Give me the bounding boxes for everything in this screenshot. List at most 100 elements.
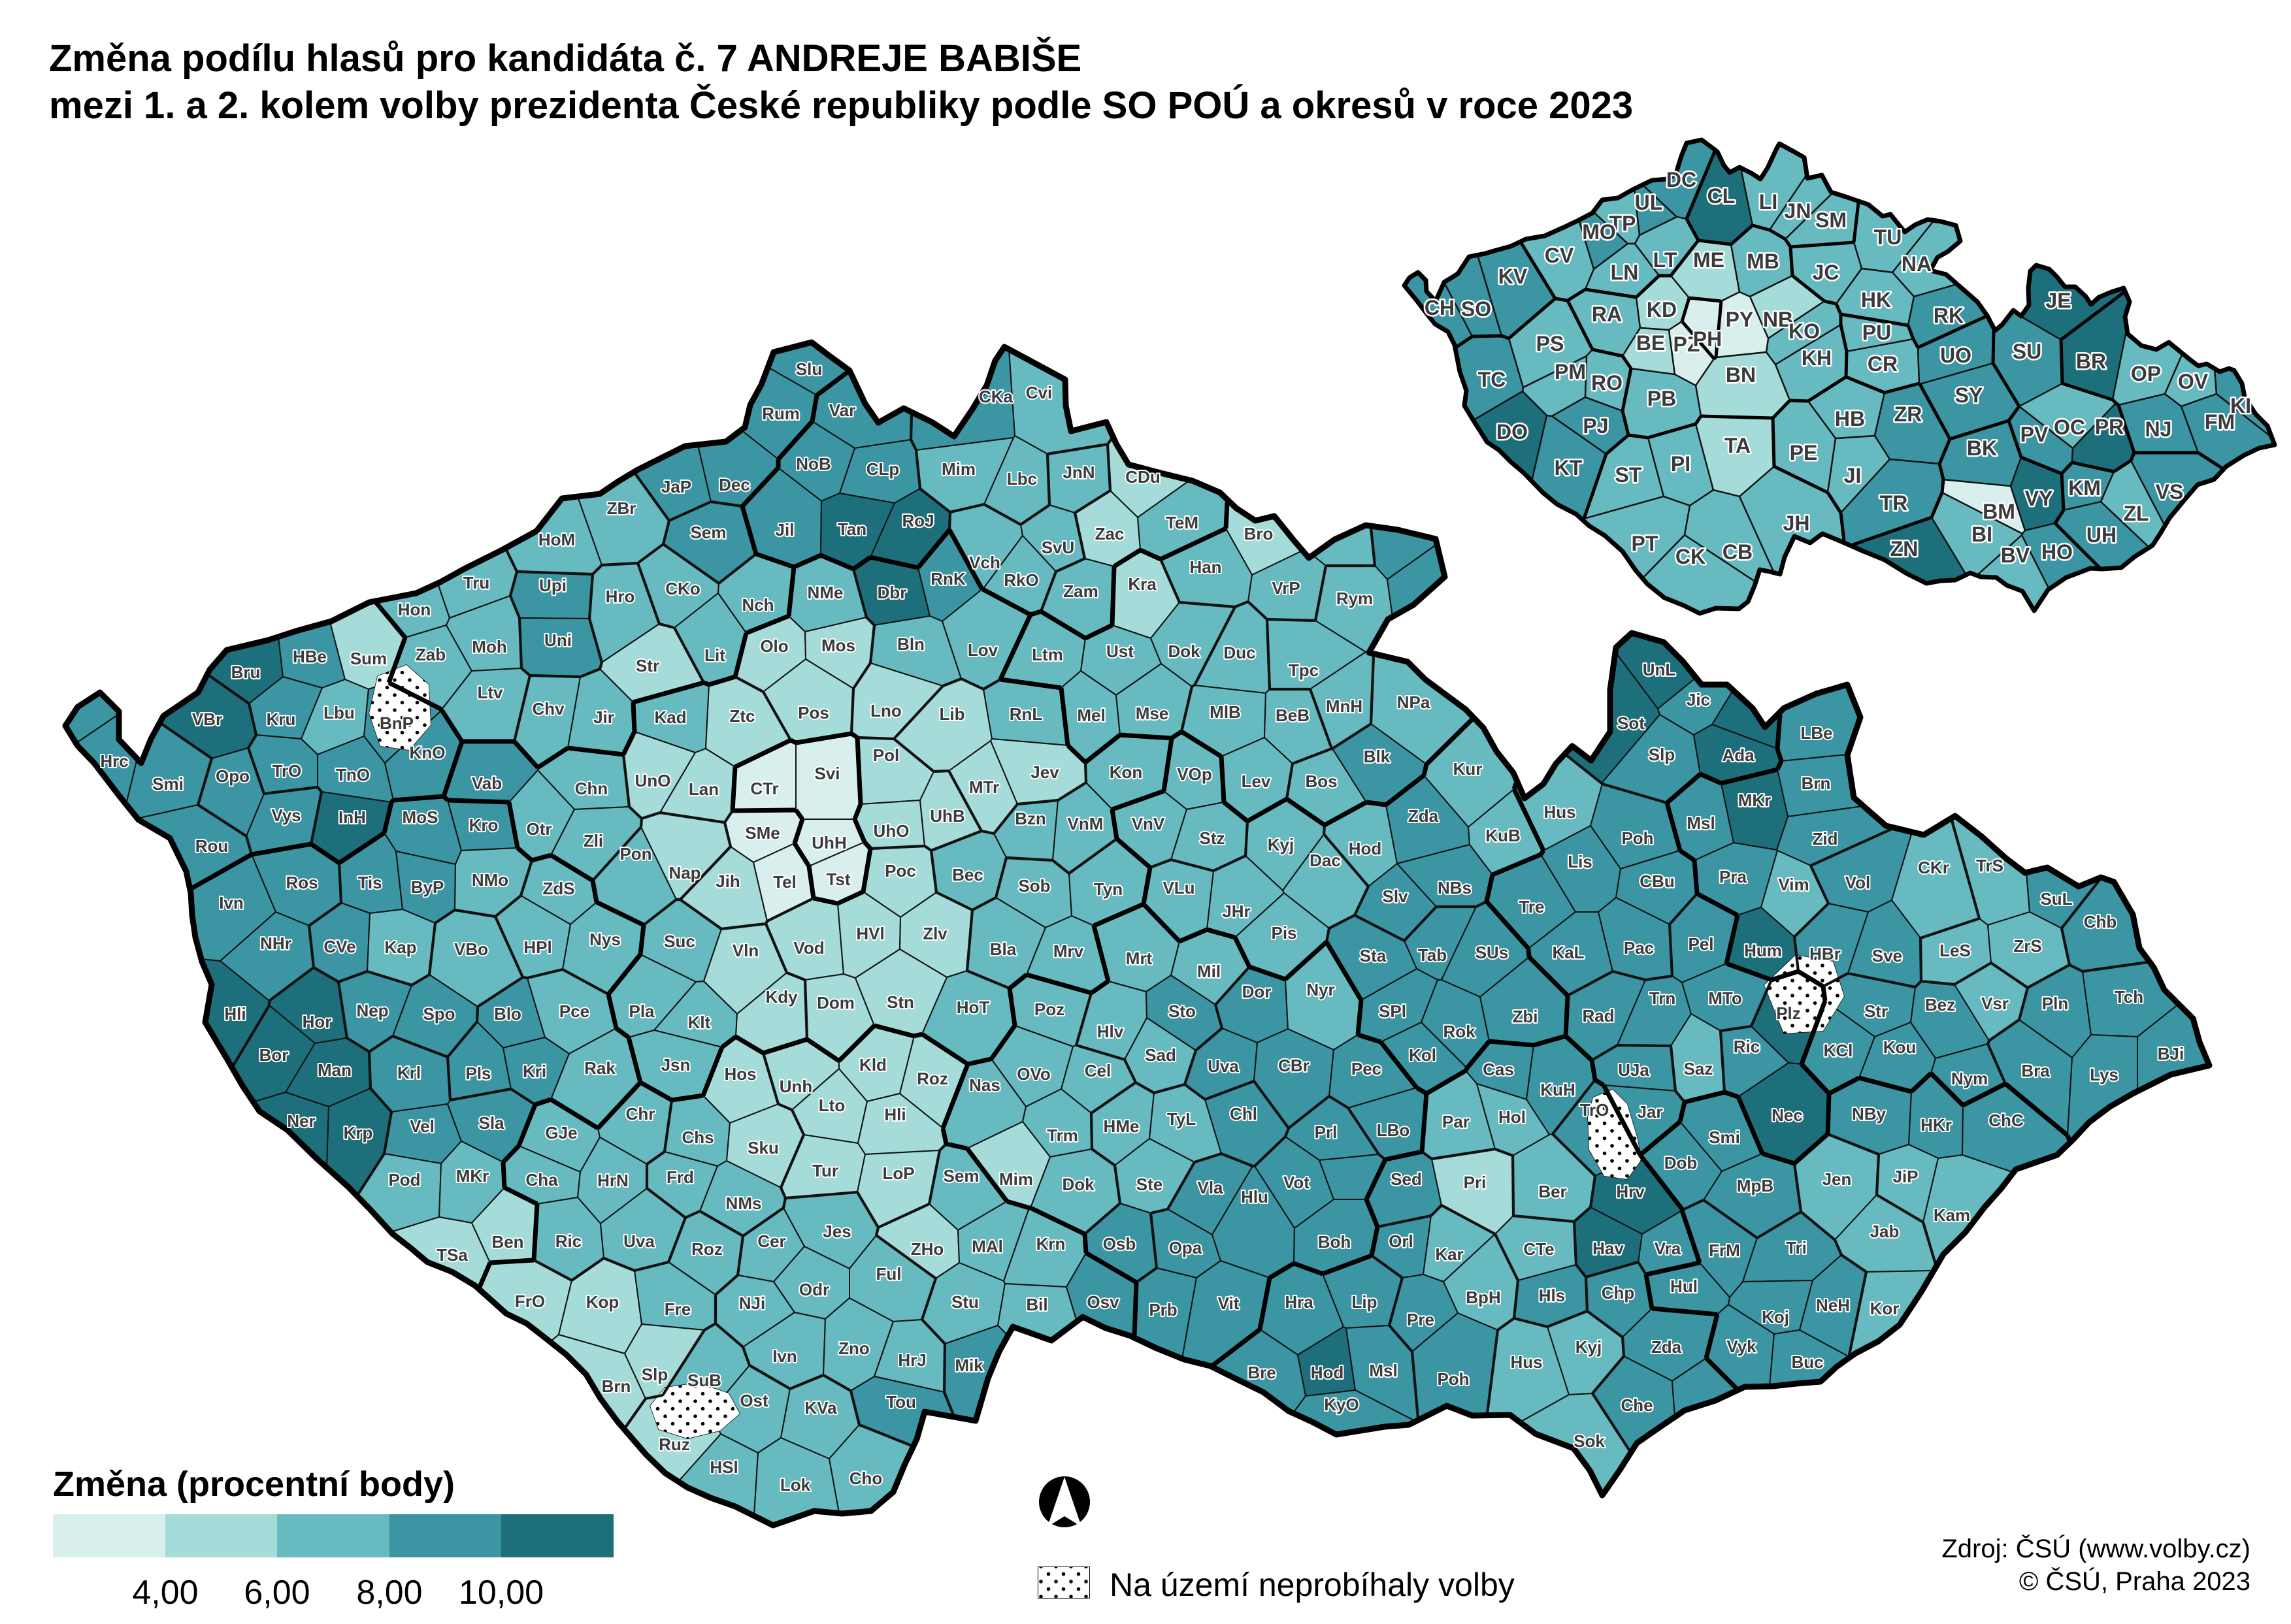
svg-text:Lib: Lib [940, 704, 965, 724]
svg-text:RnK: RnK [931, 569, 966, 589]
svg-text:Chv: Chv [532, 699, 565, 719]
svg-text:Jev: Jev [1030, 762, 1059, 782]
svg-text:Dor: Dor [1242, 982, 1272, 1001]
svg-text:Var: Var [829, 400, 856, 420]
svg-text:UJa: UJa [1618, 1060, 1649, 1080]
svg-text:ME: ME [1693, 248, 1724, 272]
svg-text:Bln: Bln [897, 634, 925, 654]
svg-text:FM: FM [2205, 410, 2235, 434]
svg-text:Tel: Tel [773, 872, 797, 892]
svg-text:Rym: Rym [1336, 589, 1373, 608]
svg-text:MB: MB [1747, 250, 1779, 273]
svg-text:Bez: Bez [1925, 995, 1955, 1015]
svg-text:Par: Par [1442, 1112, 1470, 1131]
svg-text:ZR: ZR [1894, 402, 1922, 426]
svg-text:Hon: Hon [398, 600, 431, 619]
svg-text:Vot: Vot [1283, 1173, 1310, 1192]
svg-text:Pra: Pra [1719, 867, 1747, 886]
svg-text:Ivn: Ivn [772, 1346, 797, 1366]
svg-text:Cel: Cel [1085, 1061, 1111, 1080]
svg-text:Bil: Bil [1026, 1295, 1047, 1314]
svg-text:Hls: Hls [1539, 1286, 1565, 1305]
svg-text:MnH: MnH [1326, 696, 1362, 716]
svg-text:UH: UH [2086, 523, 2117, 547]
svg-text:Hod: Hod [1349, 839, 1382, 858]
svg-text:Vol: Vol [1845, 873, 1871, 892]
svg-text:UhO: UhO [874, 821, 910, 841]
svg-text:OP: OP [2131, 362, 2161, 385]
svg-text:Cha: Cha [525, 1170, 558, 1190]
svg-text:Hli: Hli [884, 1105, 906, 1124]
svg-text:Hul: Hul [1670, 1276, 1698, 1296]
svg-text:Krp: Krp [344, 1123, 373, 1143]
svg-text:Kdy: Kdy [765, 987, 798, 1007]
svg-text:VrP: VrP [1272, 578, 1300, 598]
svg-text:FrO: FrO [515, 1291, 545, 1311]
svg-text:Jar: Jar [1637, 1102, 1662, 1122]
svg-text:KuB: KuB [1485, 826, 1520, 845]
svg-text:BR: BR [2076, 349, 2106, 373]
svg-text:Slu: Slu [796, 359, 822, 379]
svg-text:Hus: Hus [1510, 1352, 1542, 1372]
svg-text:LeS: LeS [1939, 941, 1971, 960]
svg-text:KV: KV [1498, 265, 1528, 288]
svg-text:KO: KO [1788, 319, 1820, 343]
svg-text:Lit: Lit [704, 645, 725, 665]
svg-text:Vys: Vys [271, 805, 301, 825]
svg-text:TeM: TeM [1166, 513, 1198, 532]
svg-text:CB: CB [1722, 540, 1753, 564]
svg-text:CV: CV [1545, 244, 1574, 267]
svg-text:Roz: Roz [691, 1239, 723, 1259]
svg-text:Stn: Stn [887, 992, 914, 1012]
svg-text:Bla: Bla [990, 939, 1017, 959]
svg-text:HK: HK [1861, 288, 1891, 312]
svg-text:CBu: CBu [1640, 871, 1674, 891]
svg-text:Poz: Poz [1034, 999, 1064, 1019]
svg-text:VLu: VLu [1162, 878, 1195, 898]
svg-text:Dac: Dac [1310, 851, 1341, 870]
svg-text:Kri: Kri [523, 1062, 546, 1081]
svg-text:HVl: HVl [856, 924, 884, 943]
svg-text:Svi: Svi [814, 764, 840, 783]
svg-text:Prb: Prb [1149, 1300, 1177, 1320]
svg-text:Dom: Dom [817, 993, 855, 1013]
svg-text:LI: LI [1759, 190, 1777, 214]
svg-text:Che: Che [1621, 1395, 1653, 1415]
svg-text:SY: SY [1955, 383, 1983, 407]
svg-text:Pec: Pec [1351, 1059, 1381, 1079]
svg-text:LN: LN [1611, 261, 1639, 284]
svg-text:Změna (procentní body): Změna (procentní body) [53, 1465, 455, 1504]
svg-text:Slp: Slp [1649, 745, 1675, 764]
svg-text:Kyj: Kyj [1268, 835, 1294, 854]
svg-text:Bra: Bra [2021, 1061, 2050, 1080]
svg-text:KD: KD [1647, 298, 1677, 321]
svg-text:Ste: Ste [1136, 1175, 1162, 1194]
svg-text:Kur: Kur [1453, 759, 1483, 779]
svg-text:MO: MO [1582, 220, 1616, 244]
svg-text:NBy: NBy [1852, 1104, 1887, 1124]
svg-text:ZBr: ZBr [607, 498, 636, 518]
svg-text:Jih: Jih [716, 871, 740, 891]
svg-text:Hro: Hro [606, 587, 635, 606]
svg-text:Str: Str [1864, 1001, 1888, 1021]
svg-text:Ful: Ful [876, 1264, 902, 1284]
svg-text:Kor: Kor [1870, 1299, 1900, 1318]
svg-text:Zid: Zid [1813, 829, 1838, 849]
svg-text:KT: KT [1555, 456, 1583, 479]
svg-text:SUs: SUs [1475, 943, 1509, 962]
svg-text:BV: BV [2001, 544, 2030, 567]
svg-text:MKr: MKr [1738, 790, 1772, 810]
svg-text:KVa: KVa [804, 1398, 837, 1418]
svg-text:Krl: Krl [397, 1063, 421, 1082]
svg-text:Brn: Brn [1802, 773, 1831, 793]
svg-text:RK: RK [1934, 304, 1964, 327]
svg-text:Vab: Vab [472, 773, 502, 793]
svg-text:PH: PH [1693, 327, 1722, 351]
svg-text:HMe: HMe [1104, 1116, 1140, 1136]
svg-text:Pel: Pel [1688, 934, 1713, 954]
svg-text:Smi: Smi [152, 774, 184, 794]
svg-text:HKr: HKr [1920, 1115, 1952, 1135]
svg-text:Ivn: Ivn [219, 893, 244, 913]
svg-text:JnN: JnN [1063, 463, 1095, 482]
svg-text:Ric: Ric [1734, 1037, 1760, 1056]
